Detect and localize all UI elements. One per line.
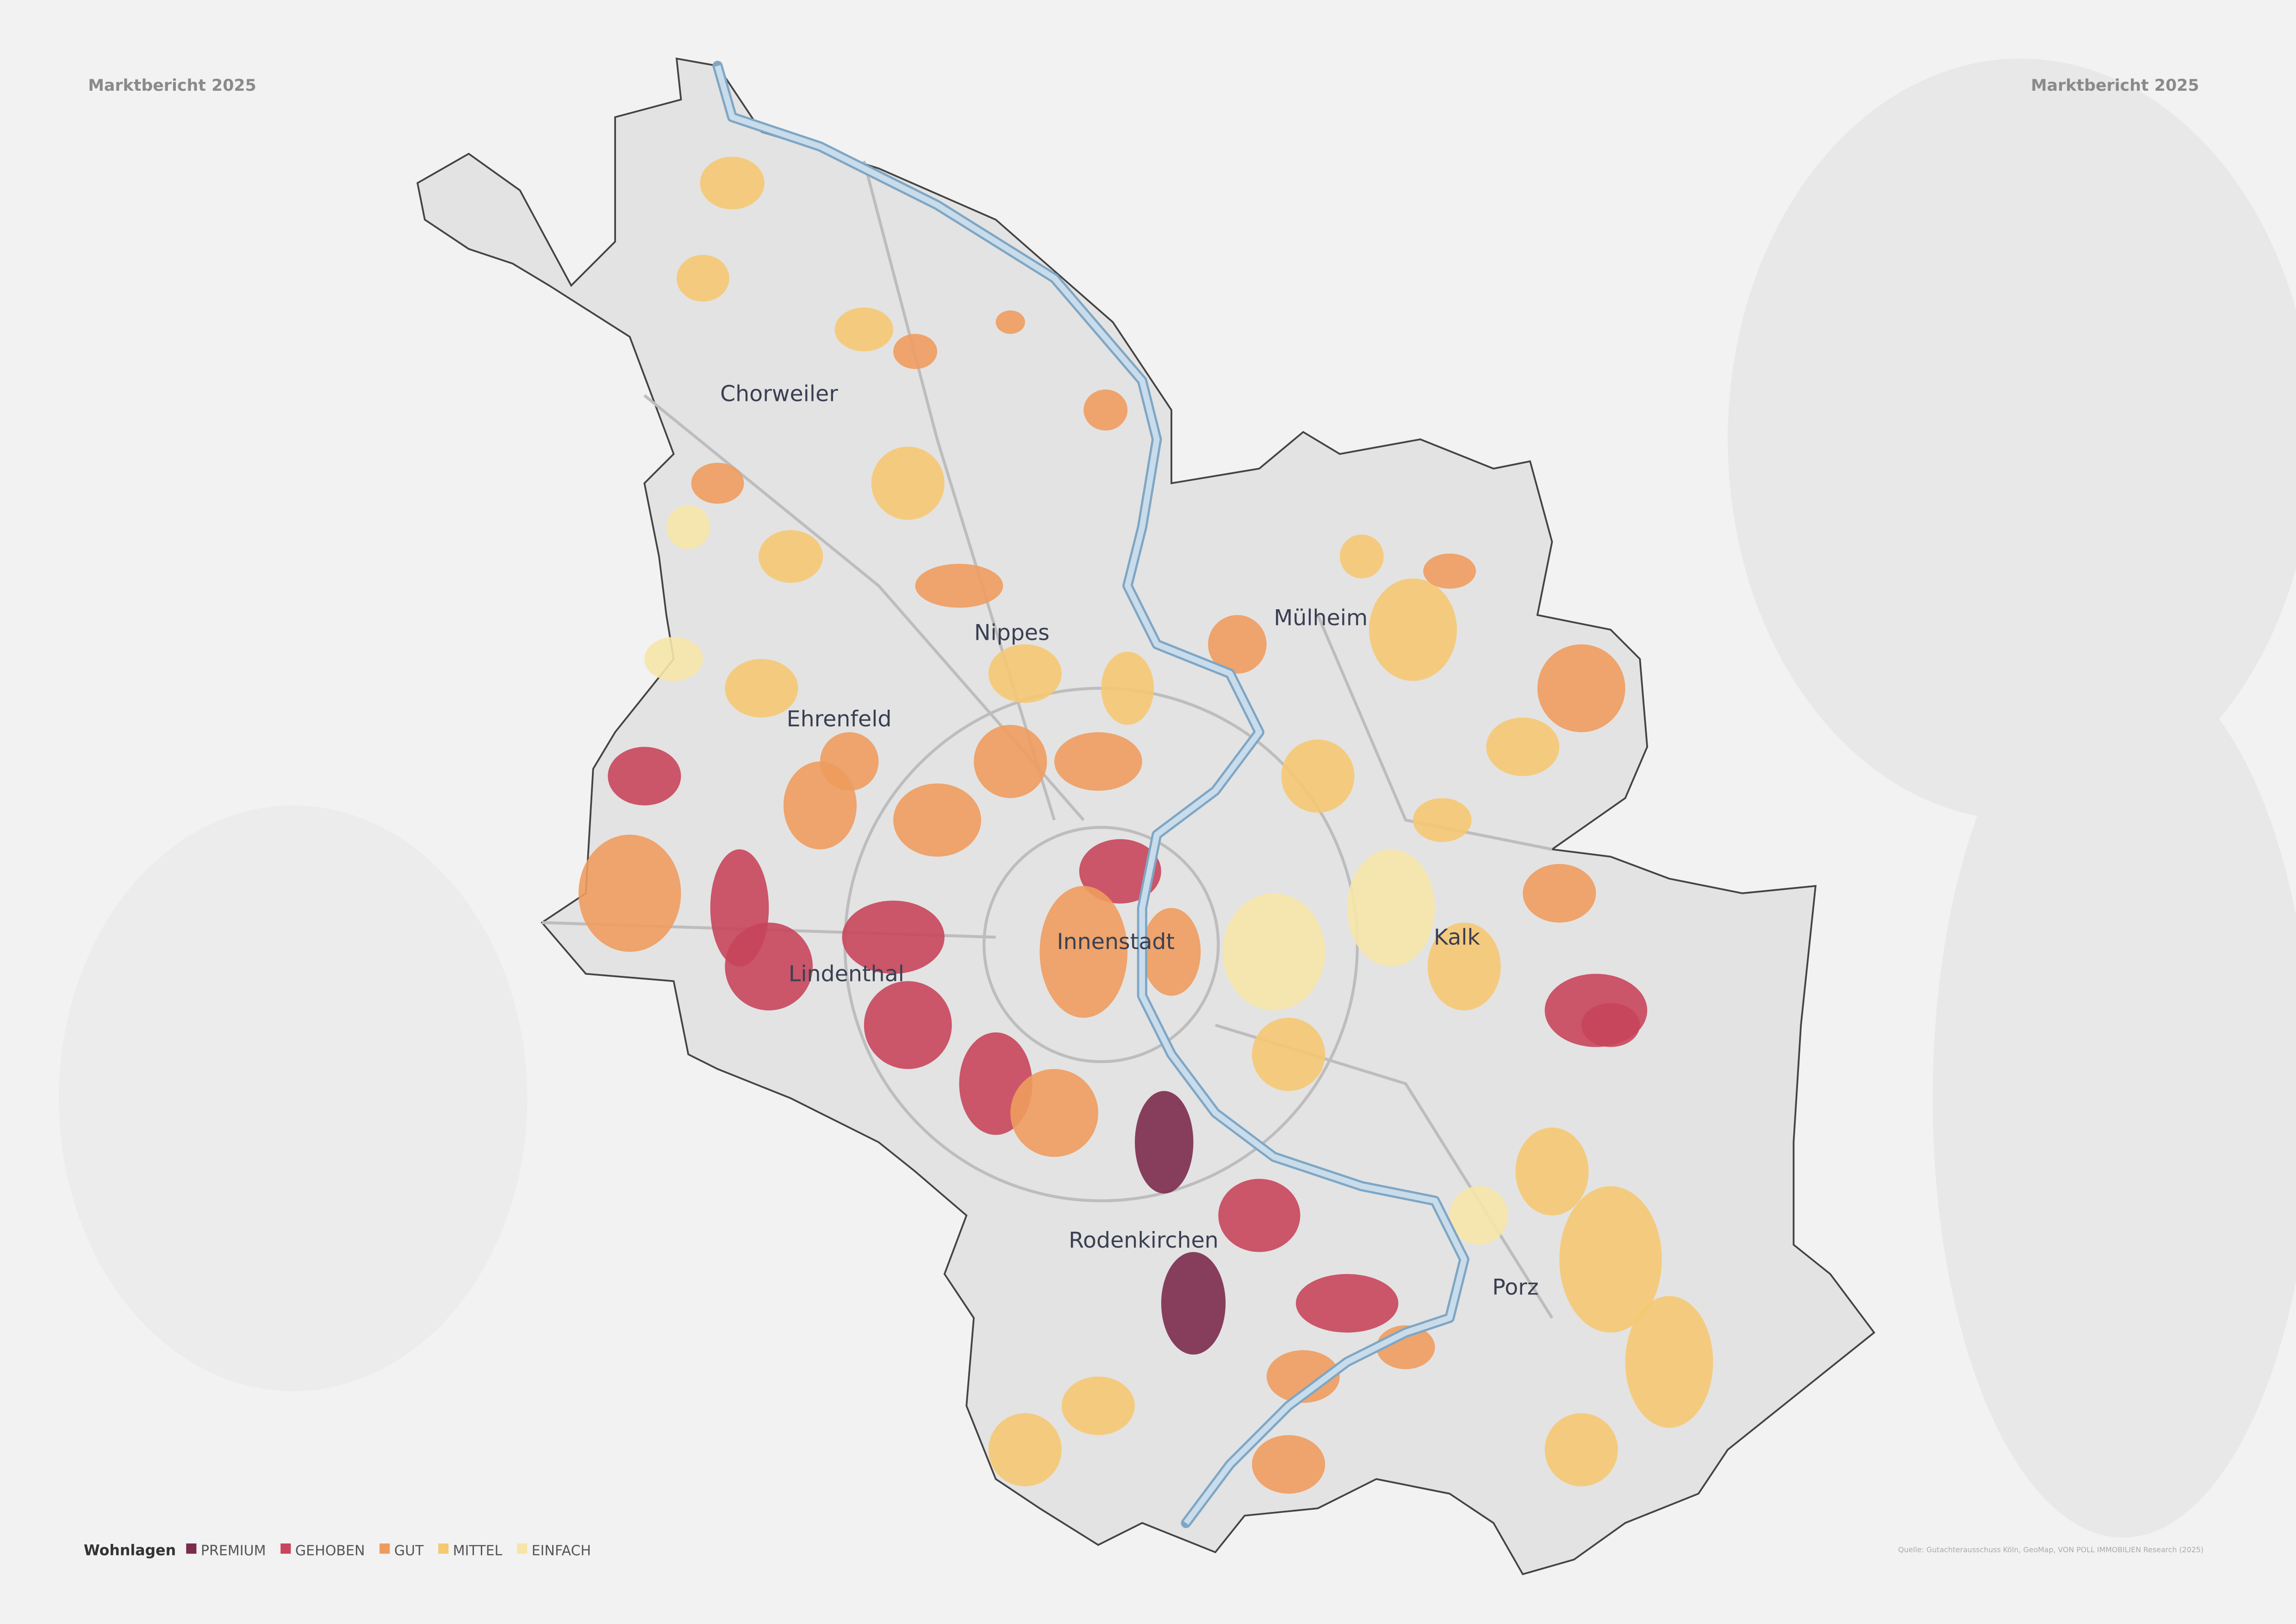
residential-area xyxy=(608,747,681,806)
district-label: Rodenkirchen xyxy=(1069,1228,1219,1253)
residential-area xyxy=(1347,849,1435,967)
residential-area xyxy=(1266,1350,1340,1403)
residential-area xyxy=(893,334,937,369)
residential-area xyxy=(1559,1186,1662,1333)
residential-area xyxy=(842,900,945,974)
district-label: Nippes xyxy=(974,620,1050,645)
residential-area xyxy=(644,637,703,681)
legend-title: Wohnlagen xyxy=(84,1542,176,1559)
header-right: Marktbericht 2025 xyxy=(2031,76,2199,95)
source-note: Quelle: Gutachterausschuss Köln, GeoMap,… xyxy=(1898,1545,2203,1554)
residential-area xyxy=(834,307,894,352)
residential-area xyxy=(1252,1435,1325,1494)
residential-area xyxy=(1544,1413,1618,1487)
legend-label: EINFACH xyxy=(532,1543,591,1559)
district-label: Mülheim xyxy=(1274,606,1368,631)
residential-area xyxy=(1450,1186,1508,1245)
residential-area xyxy=(1079,839,1161,904)
legend-swatch xyxy=(380,1543,390,1554)
river-inner xyxy=(715,65,1468,1525)
residential-area xyxy=(1161,1252,1226,1355)
residential-area xyxy=(1010,1069,1098,1157)
district-label: Kalk xyxy=(1434,924,1481,950)
district-labels: Chorweiler Nippes Mülheim Ehrenfeld Inne… xyxy=(720,381,1539,1300)
residential-area xyxy=(1515,1127,1589,1216)
residential-area xyxy=(1295,1274,1399,1333)
residential-area xyxy=(579,835,681,952)
legend-label: GEHOBEN xyxy=(295,1543,365,1559)
district-label: Porz xyxy=(1492,1274,1538,1300)
residential-area xyxy=(1222,893,1325,1011)
residential-area xyxy=(871,446,945,520)
legend-swatch xyxy=(186,1543,197,1554)
legend: Wohnlagen PREMIUM GEHOBEN GUT MITTEL EINFACH xyxy=(84,1542,591,1559)
residential-area xyxy=(974,725,1047,798)
residential-area xyxy=(1523,864,1596,923)
residential-area xyxy=(988,644,1062,703)
residential-area xyxy=(725,922,813,1011)
residential-area xyxy=(1142,908,1201,996)
residential-area xyxy=(1252,1018,1325,1091)
residential-area xyxy=(1061,1376,1135,1435)
residential-area xyxy=(1208,615,1267,674)
residential-area xyxy=(1101,651,1154,725)
residential-area xyxy=(1413,798,1472,842)
district-label: Ehrenfeld xyxy=(787,706,892,732)
header-left: Marktbericht 2025 xyxy=(88,76,256,95)
residential-area xyxy=(1486,717,1560,776)
residential-area xyxy=(725,659,798,718)
residential-area xyxy=(864,981,952,1069)
legend-swatch xyxy=(516,1543,528,1554)
district-label: Chorweiler xyxy=(720,381,838,407)
residential-area xyxy=(1083,389,1128,431)
residential-area xyxy=(1135,1091,1194,1194)
residential-area xyxy=(996,310,1025,334)
legend-label: MITTEL xyxy=(453,1543,503,1559)
legend-label: GUT xyxy=(394,1543,424,1559)
residential-area xyxy=(1218,1179,1300,1252)
residential-area xyxy=(1581,1003,1640,1047)
residential-area xyxy=(676,255,729,302)
residential-areas xyxy=(579,156,1713,1494)
legend-label: PREMIUM xyxy=(201,1543,266,1559)
residential-area xyxy=(691,462,744,504)
city-boundary xyxy=(416,57,1876,1575)
residential-area xyxy=(893,783,981,857)
residential-area xyxy=(1369,578,1457,681)
residential-area xyxy=(1427,922,1501,1011)
residential-area xyxy=(759,530,823,583)
residential-area xyxy=(988,1413,1062,1487)
residential-area xyxy=(820,732,879,791)
legend-swatch xyxy=(280,1543,291,1554)
terrain xyxy=(59,58,2296,1538)
residential-area xyxy=(1625,1296,1713,1428)
residential-area xyxy=(915,563,1003,608)
residential-area xyxy=(1537,644,1625,732)
district-label: Lindenthal xyxy=(789,961,904,987)
residential-area xyxy=(666,505,710,550)
residential-area xyxy=(1281,739,1355,813)
residential-area xyxy=(1054,732,1142,791)
legend-swatch xyxy=(438,1543,449,1554)
residential-area xyxy=(1039,886,1128,1018)
residential-area xyxy=(1423,553,1476,589)
district-label: Innenstadt xyxy=(1057,929,1175,955)
residential-area xyxy=(1339,534,1384,579)
residential-area xyxy=(700,156,765,210)
